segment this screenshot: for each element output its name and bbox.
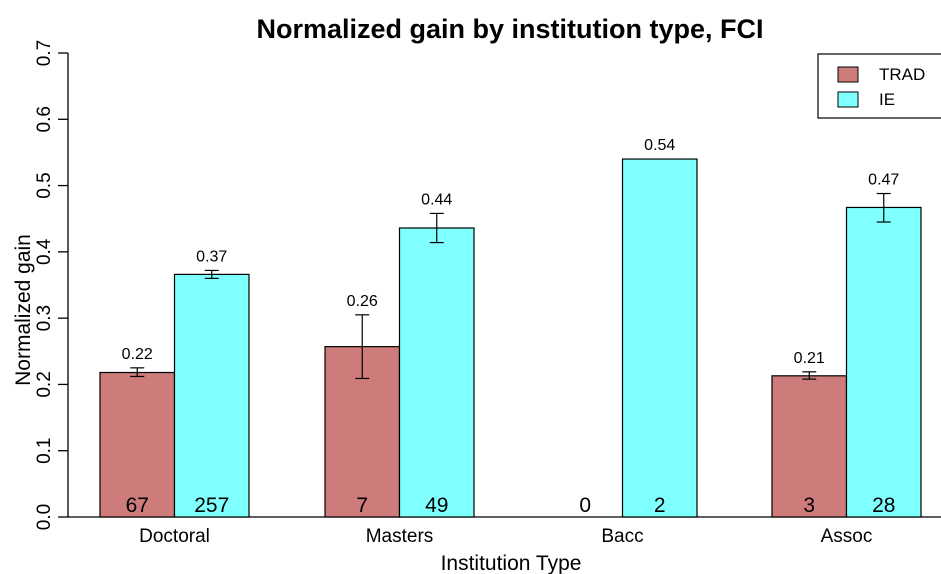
count-label: 67 xyxy=(126,494,149,517)
legend: TRAD IE xyxy=(817,53,941,119)
y-tick-label: 0.5 xyxy=(34,172,55,198)
count-label: 7 xyxy=(356,494,368,517)
legend-label: TRAD xyxy=(879,65,925,84)
y-tick-label: 0.3 xyxy=(34,305,55,331)
value-label: 0.22 xyxy=(122,346,153,363)
legend-swatch-ie xyxy=(837,91,859,108)
y-tick-label: 0.0 xyxy=(34,504,55,530)
value-label: 0.44 xyxy=(421,191,452,208)
bar-ie xyxy=(621,158,698,518)
x-tick-label: Masters xyxy=(366,526,434,547)
legend-swatch-trad xyxy=(837,66,859,83)
bar-trad xyxy=(771,375,848,518)
count-label: 3 xyxy=(803,494,815,517)
x-tick-label: Assoc xyxy=(821,526,873,547)
value-labels: 0.22 0.26 0.21 0.37 0.44 0.54 0.47 xyxy=(122,137,900,367)
chart-title: Normalized gain by institution type, FCI xyxy=(256,14,763,44)
y-axis-label: Normalized gain xyxy=(12,234,35,386)
bar-ie xyxy=(173,273,250,518)
x-axis-label: Institution Type xyxy=(441,552,582,574)
error-bars xyxy=(130,192,891,380)
x-tick-label: Doctoral xyxy=(139,526,210,547)
y-tick-label: 0.4 xyxy=(34,238,55,265)
count-label: 0 xyxy=(579,494,591,517)
value-label: 0.26 xyxy=(347,293,378,310)
y-tick-label: 0.7 xyxy=(34,40,55,66)
x-tick-label: Bacc xyxy=(601,526,643,547)
y-tick-label: 0.6 xyxy=(34,106,55,132)
y-axis: 0.0 0.1 0.2 0.3 0.4 0.5 0.6 0.7 xyxy=(34,40,69,530)
bar-ie xyxy=(398,227,475,518)
count-label: 28 xyxy=(872,494,895,517)
y-tick-label: 0.2 xyxy=(34,371,55,397)
value-label: 0.21 xyxy=(794,350,825,367)
value-label: 0.37 xyxy=(196,248,227,265)
x-axis: Doctoral Masters Bacc Assoc xyxy=(68,516,941,547)
count-label: 49 xyxy=(425,494,448,517)
count-label: 2 xyxy=(654,494,666,517)
value-label: 0.47 xyxy=(868,172,899,189)
y-tick-label: 0.1 xyxy=(34,438,55,464)
value-label: 0.54 xyxy=(644,137,675,154)
legend-label: IE xyxy=(879,90,895,109)
bars xyxy=(99,158,922,518)
count-label: 257 xyxy=(194,494,229,517)
count-labels: 67 7 0 3 257 49 2 28 xyxy=(126,494,896,517)
bar-ie xyxy=(845,206,922,518)
